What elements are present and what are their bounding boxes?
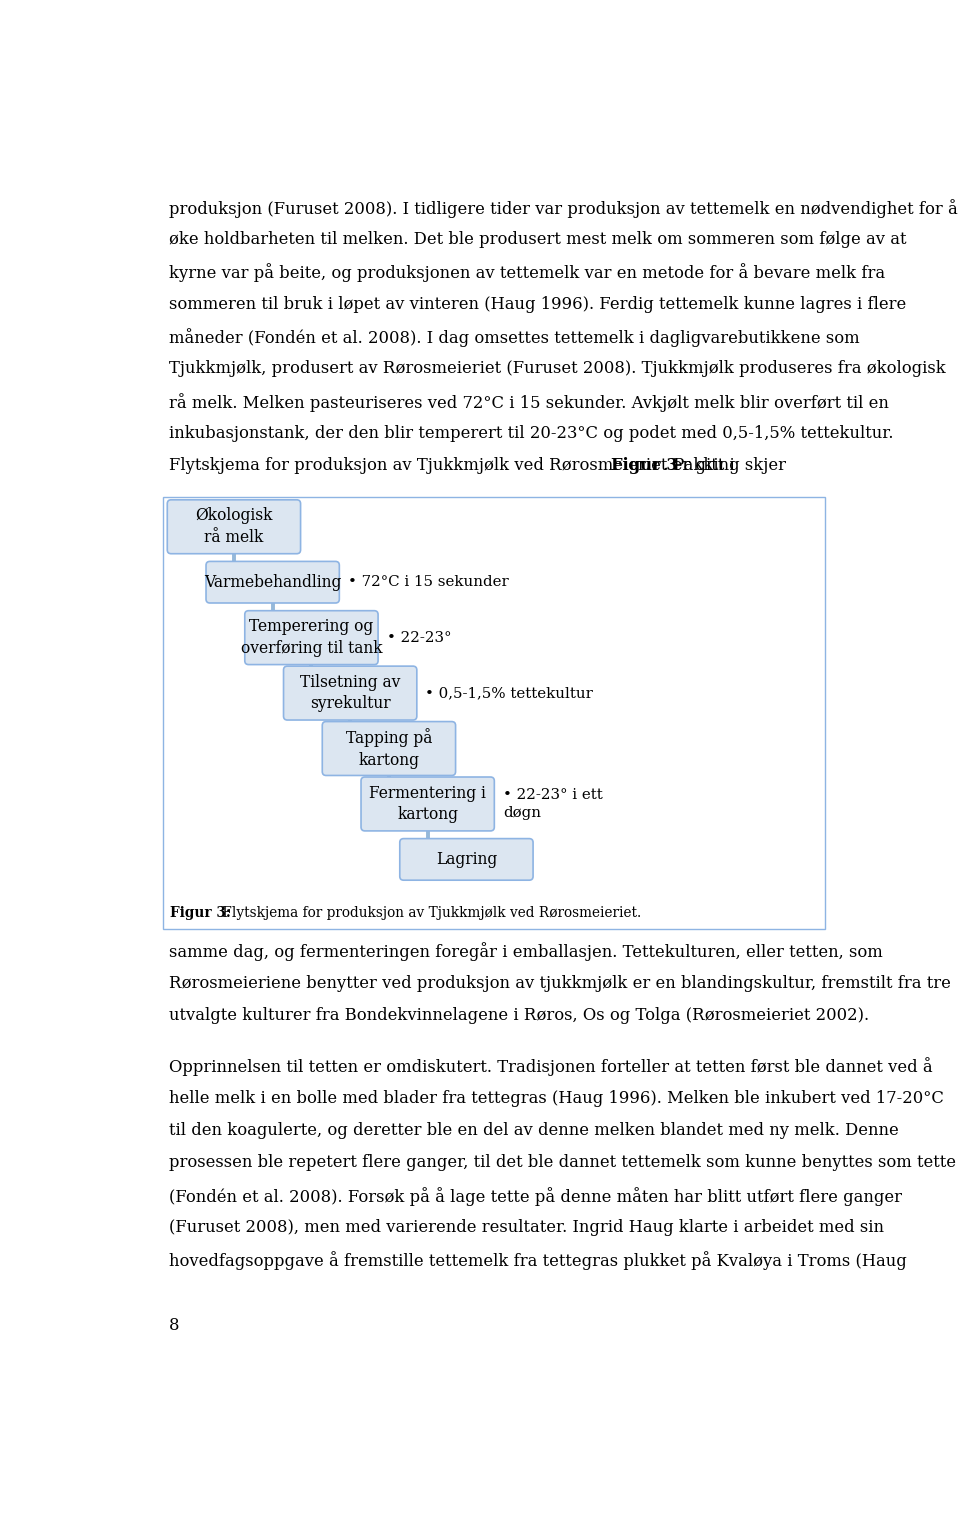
FancyBboxPatch shape: [167, 500, 300, 553]
Text: Figur 3: Figur 3: [612, 458, 678, 474]
Text: (Furuset 2008), men med varierende resultater. Ingrid Haug klarte i arbeidet med: (Furuset 2008), men med varierende resul…: [169, 1220, 884, 1236]
Text: Flytskjema for produksjon av Tjukkmjølk ved Rørosmeieriet er gitt i: Flytskjema for produksjon av Tjukkmjølk …: [169, 458, 740, 474]
Text: Opprinnelsen til tetten er omdiskutert. Tradisjonen forteller at tetten først bl: Opprinnelsen til tetten er omdiskutert. …: [169, 1057, 932, 1076]
Text: Fermentering i
kartong: Fermentering i kartong: [370, 785, 486, 823]
FancyBboxPatch shape: [245, 611, 378, 665]
Text: rå melk. Melken pasteuriseres ved 72°C i 15 sekunder. Avkjølt melk blir overført: rå melk. Melken pasteuriseres ved 72°C i…: [169, 392, 889, 412]
Text: Figur 3:: Figur 3:: [170, 906, 231, 920]
Text: Tjukkmjølk, produsert av Rørosmeieriet (Furuset 2008). Tjukkmjølk produseres fra: Tjukkmjølk, produsert av Rørosmeieriet (…: [169, 361, 946, 377]
Text: 8: 8: [169, 1318, 180, 1335]
Text: øke holdbarheten til melken. Det ble produsert mest melk om sommeren som følge a: øke holdbarheten til melken. Det ble pro…: [169, 232, 906, 248]
Text: helle melk i en bolle med blader fra tettegras (Haug 1996). Melken ble inkubert : helle melk i en bolle med blader fra tet…: [169, 1089, 944, 1106]
Text: (Fondén et al. 2008). Forsøk på å lage tette på denne måten har blitt utført fle: (Fondén et al. 2008). Forsøk på å lage t…: [169, 1186, 901, 1206]
Text: måneder (Fondén et al. 2008). I dag omsettes tettemelk i dagligvarebutikkene som: måneder (Fondén et al. 2008). I dag omse…: [169, 329, 859, 347]
Text: produksjon (Furuset 2008). I tidligere tider var produksjon av tettemelk en nødv: produksjon (Furuset 2008). I tidligere t…: [169, 198, 957, 218]
Text: prosessen ble repetert flere ganger, til det ble dannet tettemelk som kunne beny: prosessen ble repetert flere ganger, til…: [169, 1154, 956, 1171]
Text: • 22-23°: • 22-23°: [387, 630, 451, 645]
Text: Tilsetning av
syrekultur: Tilsetning av syrekultur: [300, 674, 400, 712]
Text: hovedfagsoppgave å fremstille tettemelk fra tettegras plukket på Kvaløya i Troms: hovedfagsoppgave å fremstille tettemelk …: [169, 1251, 906, 1270]
FancyBboxPatch shape: [323, 721, 456, 776]
Text: utvalgte kulturer fra Bondekvinnelagene i Røros, Os og Tolga (Rørosmeieriet 2002: utvalgte kulturer fra Bondekvinnelagene …: [169, 1007, 869, 1024]
Text: Økologisk
rå melk: Økologisk rå melk: [195, 508, 273, 545]
FancyBboxPatch shape: [399, 839, 533, 880]
Text: inkubasjonstank, der den blir temperert til 20-23°C og podet med 0,5-1,5% tettek: inkubasjonstank, der den blir temperert …: [169, 426, 894, 442]
Text: kyrne var på beite, og produksjonen av tettemelk var en metode for å bevare melk: kyrne var på beite, og produksjonen av t…: [169, 264, 885, 282]
FancyBboxPatch shape: [361, 777, 494, 830]
Text: . Pakking skjer: . Pakking skjer: [663, 458, 786, 474]
Text: • 72°C i 15 sekunder: • 72°C i 15 sekunder: [348, 576, 509, 589]
Text: Temperering og
overføring til tank: Temperering og overføring til tank: [241, 618, 382, 658]
Text: Rørosmeieriene benytter ved produksjon av tjukkmjølk er en blandingskultur, frem: Rørosmeieriene benytter ved produksjon a…: [169, 974, 950, 992]
Text: • 0,5-1,5% tettekultur: • 0,5-1,5% tettekultur: [425, 686, 593, 700]
Text: Tapping på
kartong: Tapping på kartong: [346, 729, 432, 768]
Text: Flytskjema for produksjon av Tjukkmjølk ved Rørosmeieriet.: Flytskjema for produksjon av Tjukkmjølk …: [218, 906, 641, 920]
Text: samme dag, og fermenteringen foregår i emballasjen. Tettekulturen, eller tetten,: samme dag, og fermenteringen foregår i e…: [169, 942, 882, 962]
Text: til den koagulerte, og deretter ble en del av denne melken blandet med ny melk. : til den koagulerte, og deretter ble en d…: [169, 1123, 899, 1139]
FancyBboxPatch shape: [206, 562, 339, 603]
Text: Varmebehandling: Varmebehandling: [204, 574, 342, 591]
Text: • 22-23° i ett
døgn: • 22-23° i ett døgn: [503, 788, 603, 820]
Text: Lagring: Lagring: [436, 851, 497, 868]
FancyBboxPatch shape: [283, 667, 417, 720]
FancyBboxPatch shape: [162, 497, 826, 929]
Text: sommeren til bruk i løpet av vinteren (Haug 1996). Ferdig tettemelk kunne lagres: sommeren til bruk i løpet av vinteren (H…: [169, 295, 906, 312]
